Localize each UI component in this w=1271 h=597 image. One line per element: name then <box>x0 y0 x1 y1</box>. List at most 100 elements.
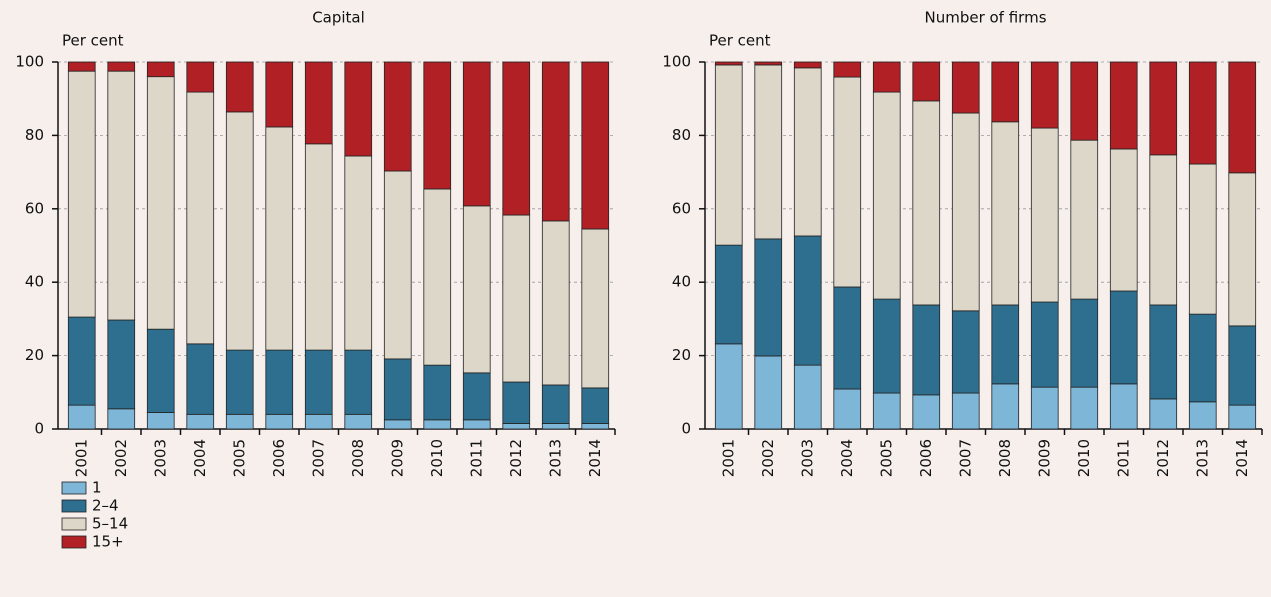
bar-segment <box>951 112 980 312</box>
x-tick-label: 2013 <box>546 439 564 477</box>
bar-segment <box>502 423 531 430</box>
bar-segment <box>1109 148 1138 292</box>
bar-segment <box>581 228 610 389</box>
bar-segment <box>383 358 412 421</box>
y-tick-label: 40 <box>672 273 691 291</box>
bar-segment <box>265 61 294 128</box>
x-tick-label: 2005 <box>877 439 895 477</box>
bar-segment <box>1149 154 1178 306</box>
x-tick-label: 2012 <box>507 439 525 477</box>
bar-segment <box>304 349 333 415</box>
bar-segment <box>304 61 333 145</box>
chart-title: Capital <box>312 9 365 27</box>
bar-segment <box>833 388 862 430</box>
x-tick-label: 2003 <box>151 439 169 477</box>
bar-segment <box>107 61 136 72</box>
x-tick-label: 2013 <box>1193 439 1211 477</box>
x-tick-label: 2001 <box>72 439 90 477</box>
bar-segment <box>1228 404 1257 430</box>
x-tick-label: 2003 <box>798 439 816 477</box>
y-tick-label: 100 <box>15 53 44 71</box>
bar-segment <box>872 392 901 430</box>
bar-segment <box>304 143 333 351</box>
y-tick-label: 20 <box>672 346 691 364</box>
bar-segment <box>541 423 570 430</box>
bar-segment <box>1070 61 1099 141</box>
bar-segment <box>754 355 783 430</box>
bar-segment <box>1228 325 1257 406</box>
bar-segment <box>423 188 452 366</box>
bar-segment <box>541 220 570 386</box>
bar-segment <box>793 235 822 366</box>
bar-segment <box>423 364 452 421</box>
y-tick-label: 100 <box>662 53 691 71</box>
bar-segment <box>714 244 743 345</box>
bar-segment <box>344 413 373 430</box>
bar-segment <box>107 408 136 430</box>
bar-segment <box>344 155 373 351</box>
bar-segment <box>912 61 941 102</box>
bar-segment <box>793 364 822 430</box>
x-tick-label: 2008 <box>996 439 1014 477</box>
bar-segment <box>912 394 941 430</box>
bar-segment <box>872 298 901 394</box>
x-tick-label: 2007 <box>956 439 974 477</box>
bar-segment <box>225 349 254 415</box>
bar-segment <box>1188 313 1217 403</box>
bar-segment <box>581 61 610 230</box>
bar-segment <box>1070 298 1099 388</box>
x-tick-label: 2007 <box>309 439 327 477</box>
y-tick-label: 0 <box>34 420 44 438</box>
bar-segment <box>265 413 294 430</box>
bar-segment <box>304 413 333 430</box>
legend-swatch <box>61 499 87 513</box>
bar-segment <box>1188 163 1217 315</box>
x-tick-label: 2006 <box>917 439 935 477</box>
y-tick-label: 40 <box>25 273 44 291</box>
bar-segment <box>833 61 862 78</box>
bar-segment <box>383 419 412 430</box>
y-axis-label: Per cent <box>709 32 771 50</box>
bar-segment <box>67 404 96 430</box>
bar-segment <box>1070 139 1099 300</box>
bar-segment <box>146 328 175 413</box>
x-tick-label: 2006 <box>270 439 288 477</box>
bar-segment <box>912 304 941 396</box>
x-tick-label: 2004 <box>191 439 209 477</box>
x-tick-label: 2004 <box>838 439 856 477</box>
bar-segment <box>383 61 412 172</box>
bar-segment <box>1188 61 1217 165</box>
bar-segment <box>502 381 531 424</box>
bar-segment <box>1149 61 1178 156</box>
bar-segment <box>462 372 491 421</box>
legend-swatch <box>61 481 87 495</box>
x-tick-label: 2009 <box>1035 439 1053 477</box>
bar-segment <box>67 70 96 318</box>
bar-segment <box>1149 398 1178 430</box>
bar-segment <box>872 61 901 93</box>
y-tick-label: 80 <box>672 126 691 144</box>
bar-segment <box>225 61 254 113</box>
bar-segment <box>146 76 175 330</box>
x-tick-label: 2009 <box>388 439 406 477</box>
bar-segment <box>714 64 743 246</box>
x-tick-label: 2014 <box>1233 439 1251 477</box>
legend-swatch <box>61 517 87 531</box>
bar-segment <box>344 61 373 157</box>
bar-segment <box>793 67 822 237</box>
bar-segment <box>1109 290 1138 385</box>
bar-segment <box>107 319 136 410</box>
bar-segment <box>344 349 373 415</box>
bar-segment <box>991 383 1020 430</box>
bar-segment <box>754 61 783 66</box>
y-tick-label: 60 <box>672 199 691 217</box>
bar-segment <box>872 91 901 300</box>
bar-segment <box>1149 304 1178 400</box>
bar-segment <box>265 349 294 415</box>
x-tick-label: 2011 <box>467 439 485 477</box>
bar-segment <box>462 61 491 207</box>
bar-segment <box>225 413 254 430</box>
bar-segment <box>265 126 294 351</box>
bar-segment <box>1030 61 1059 129</box>
x-tick-label: 2001 <box>719 439 737 477</box>
